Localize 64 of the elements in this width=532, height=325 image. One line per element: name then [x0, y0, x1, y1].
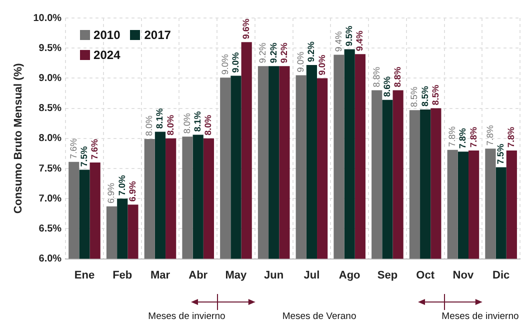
- data-label: 8.1%: [192, 111, 203, 132]
- y-tick-label: 6.0%: [38, 254, 62, 265]
- y-tick-label: 6.5%: [38, 223, 62, 234]
- data-label: 7.6%: [90, 138, 100, 160]
- data-label: 6.9%: [106, 182, 116, 204]
- data-label: 7.0%: [116, 175, 127, 196]
- x-tick-label: Dic: [492, 269, 510, 282]
- data-label: 7.8%: [447, 126, 458, 147]
- x-tick-label: Feb: [112, 269, 132, 282]
- data-label: 7.8%: [506, 126, 516, 148]
- data-label: 8.8%: [392, 66, 403, 88]
- data-label: 8.0%: [144, 115, 154, 136]
- x-tick-label: Abr: [188, 269, 208, 282]
- legend-label: 2024: [94, 48, 120, 62]
- y-tick-label: 10.0%: [33, 12, 62, 24]
- data-label: 9.2%: [268, 42, 278, 64]
- y-tick-label: 8.0%: [38, 133, 62, 144]
- x-tick-label: May: [225, 269, 248, 282]
- y-tick-label: 7.5%: [38, 163, 62, 174]
- data-label: 8.5%: [409, 86, 420, 108]
- text: Meses de invierno: [148, 311, 226, 322]
- data-label: 8.0%: [165, 114, 176, 136]
- text: Meses de invierno: [442, 311, 519, 322]
- data-label: 8.5%: [430, 84, 440, 106]
- data-label: 8.0%: [203, 114, 214, 136]
- y-axis-title: Consumo Bruto Mensual (%): [12, 62, 25, 214]
- data-label: 7.8%: [458, 128, 468, 149]
- data-label: 6.9%: [127, 181, 138, 202]
- data-label: 7.5%: [496, 144, 506, 164]
- x-tick-label: Ago: [338, 269, 361, 282]
- data-label: 9.6%: [241, 18, 252, 40]
- y-tick-label: 9.5%: [38, 42, 62, 54]
- data-label: 7.6%: [68, 138, 78, 159]
- data-label: 8.1%: [154, 108, 165, 129]
- data-label: 9.4%: [333, 31, 344, 52]
- y-tick-label: 8.5%: [38, 103, 62, 114]
- data-label: 9.0%: [220, 54, 230, 75]
- x-tick-label: Sep: [377, 269, 398, 282]
- legend-label: 2010: [94, 28, 120, 42]
- data-label: 9.0%: [296, 52, 306, 72]
- data-label: 8.6%: [382, 76, 392, 97]
- text: Meses de Verano: [282, 311, 356, 322]
- data-label: 7.8%: [468, 126, 478, 148]
- x-tick-label: Ene: [74, 269, 95, 282]
- legend-label: 2017: [144, 28, 171, 42]
- data-label: 8.8%: [371, 66, 382, 88]
- data-label: 9.0%: [230, 52, 240, 73]
- data-label: 9.2%: [258, 42, 268, 64]
- data-label: 9.2%: [278, 42, 289, 64]
- x-tick-label: Oct: [416, 269, 435, 282]
- data-label: 9.5%: [344, 26, 354, 46]
- data-label: 9.0%: [316, 54, 327, 76]
- data-label: 7.8%: [484, 125, 495, 146]
- data-label: 8.0%: [182, 113, 192, 134]
- data-label: 7.5%: [78, 146, 89, 167]
- y-tick-label: 7.0%: [38, 193, 62, 204]
- data-label: 9.2%: [306, 41, 316, 62]
- x-tick-label: Jun: [264, 269, 284, 282]
- x-tick-label: Nov: [452, 269, 474, 282]
- x-tick-label: Jul: [304, 269, 320, 282]
- data-label: 9.4%: [354, 30, 365, 52]
- data-label: 8.5%: [420, 86, 430, 107]
- y-tick-label: 9.0%: [38, 72, 62, 84]
- x-tick-label: Mar: [150, 269, 171, 282]
